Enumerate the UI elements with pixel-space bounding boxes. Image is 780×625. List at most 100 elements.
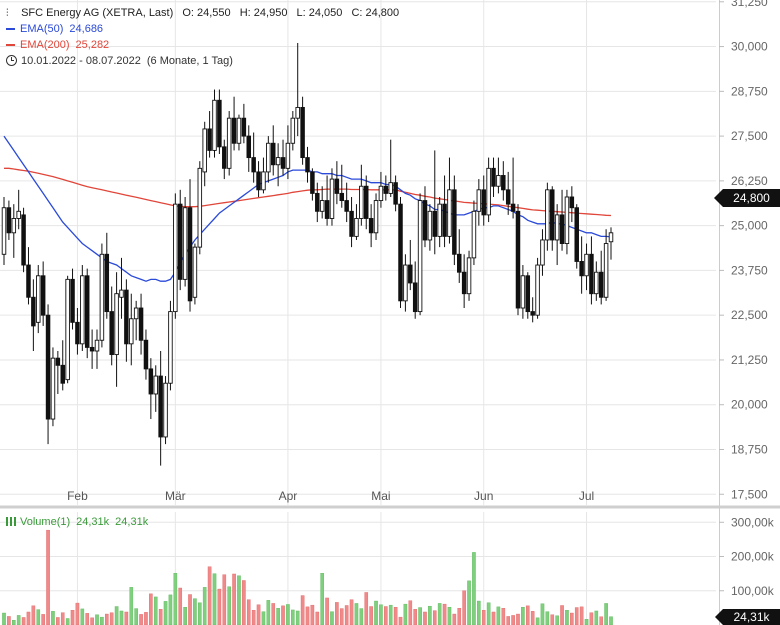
candle-body bbox=[530, 311, 535, 316]
instrument-title: SFC Energy AG (XETRA, Last) bbox=[21, 7, 174, 19]
candle bbox=[496, 157, 501, 194]
candle bbox=[251, 132, 256, 183]
volume-bar bbox=[295, 610, 300, 625]
candle-body bbox=[584, 253, 589, 277]
price-tick-label: 21,250 bbox=[731, 353, 768, 367]
chart-header: ⫶ SFC Energy AG (XETRA, Last) O: 24,550 … bbox=[6, 6, 399, 21]
candle-body bbox=[457, 253, 462, 273]
candle bbox=[50, 347, 56, 427]
candle-body bbox=[11, 218, 17, 234]
candle bbox=[36, 265, 41, 334]
candle bbox=[168, 300, 173, 391]
candle-body bbox=[564, 196, 570, 244]
candle-body bbox=[129, 318, 134, 345]
volume-bar bbox=[242, 580, 246, 625]
candle-body bbox=[388, 182, 393, 194]
month-label: Jun bbox=[474, 489, 493, 503]
volume-bar bbox=[335, 602, 339, 625]
volume-bar bbox=[305, 606, 310, 625]
legend-ema50[interactable]: EMA(50) 24,686 bbox=[6, 22, 103, 36]
candle bbox=[447, 157, 452, 244]
legend-date-range[interactable]: 10.01.2022 - 08.07.2022 (6 Monate, 1 Tag) bbox=[6, 54, 233, 68]
volume-bar bbox=[256, 604, 261, 625]
volume-bar bbox=[202, 587, 207, 625]
volume-bar bbox=[90, 617, 94, 625]
candle bbox=[275, 143, 281, 187]
legend-volume[interactable]: Volume(1) 24,31k 24,31k bbox=[6, 516, 148, 528]
candle bbox=[363, 175, 369, 230]
candle bbox=[579, 236, 584, 294]
volume-bar bbox=[188, 594, 192, 625]
volume-bar bbox=[207, 566, 212, 625]
candle bbox=[114, 272, 119, 387]
volume-bar bbox=[437, 603, 442, 625]
candle-body bbox=[359, 185, 364, 219]
price-tick-label: 18,750 bbox=[731, 442, 768, 456]
candle-body bbox=[119, 289, 124, 298]
volume-bar bbox=[604, 603, 608, 625]
candle bbox=[315, 182, 320, 223]
volume-bar bbox=[560, 605, 564, 625]
volume-bar bbox=[609, 616, 613, 625]
candlesticks bbox=[1, 42, 614, 466]
candle-body bbox=[427, 210, 433, 241]
candle bbox=[476, 179, 482, 226]
volume-bars bbox=[2, 529, 613, 625]
volume-bar bbox=[139, 614, 143, 625]
volume-bar bbox=[349, 599, 354, 625]
candle bbox=[373, 193, 379, 240]
candle bbox=[84, 268, 90, 359]
candle-body bbox=[236, 117, 242, 144]
candle-body bbox=[246, 135, 252, 159]
candle bbox=[45, 304, 51, 445]
candle-body bbox=[16, 210, 21, 219]
candle bbox=[285, 125, 291, 180]
candle-body bbox=[334, 178, 340, 194]
volume-bar bbox=[535, 617, 540, 625]
candle-body bbox=[319, 200, 325, 212]
chart-type-icon[interactable]: ⫶ bbox=[6, 8, 9, 19]
candle bbox=[75, 308, 80, 355]
candle-body bbox=[540, 239, 545, 266]
volume-bar bbox=[11, 620, 16, 625]
candle-body bbox=[89, 346, 95, 352]
candle bbox=[471, 200, 477, 266]
candle bbox=[300, 96, 305, 165]
volume-bar bbox=[511, 615, 515, 625]
candle bbox=[432, 150, 438, 255]
volume-bar bbox=[168, 594, 173, 625]
candle-body bbox=[554, 214, 560, 241]
candle bbox=[55, 350, 61, 394]
volume-bar bbox=[300, 595, 305, 625]
candle-body bbox=[594, 271, 599, 295]
volume-bar bbox=[344, 605, 349, 625]
volume-bar bbox=[574, 607, 579, 625]
volume-bar bbox=[320, 573, 324, 625]
legend-ema200[interactable]: EMA(200) 25,282 bbox=[6, 38, 109, 52]
volume-bar bbox=[46, 529, 50, 625]
volume-tick-label: 300,00k bbox=[731, 515, 775, 529]
candle-body bbox=[363, 185, 369, 219]
candle bbox=[212, 89, 217, 158]
volume-bar bbox=[491, 611, 496, 625]
price-tick-label: 25,000 bbox=[731, 219, 768, 233]
candle bbox=[339, 164, 345, 208]
volume-bar bbox=[579, 606, 584, 625]
volume-bar bbox=[7, 616, 11, 625]
candle-body bbox=[21, 214, 26, 266]
candle-body bbox=[124, 289, 129, 345]
candle bbox=[608, 227, 614, 260]
candle bbox=[99, 243, 105, 348]
volume-bar bbox=[457, 608, 462, 625]
volume-bar bbox=[173, 573, 178, 625]
close-value: C: 24,800 bbox=[351, 7, 400, 19]
volume-bar bbox=[398, 616, 403, 625]
candle-body bbox=[226, 117, 232, 169]
volume-bar bbox=[428, 605, 432, 625]
volume-bar bbox=[477, 600, 481, 625]
volume-bar bbox=[178, 587, 183, 625]
candle bbox=[574, 204, 579, 269]
candle-body bbox=[505, 189, 511, 205]
time-axis: Feb Mär Apr Mai Jun Jul bbox=[67, 489, 594, 503]
